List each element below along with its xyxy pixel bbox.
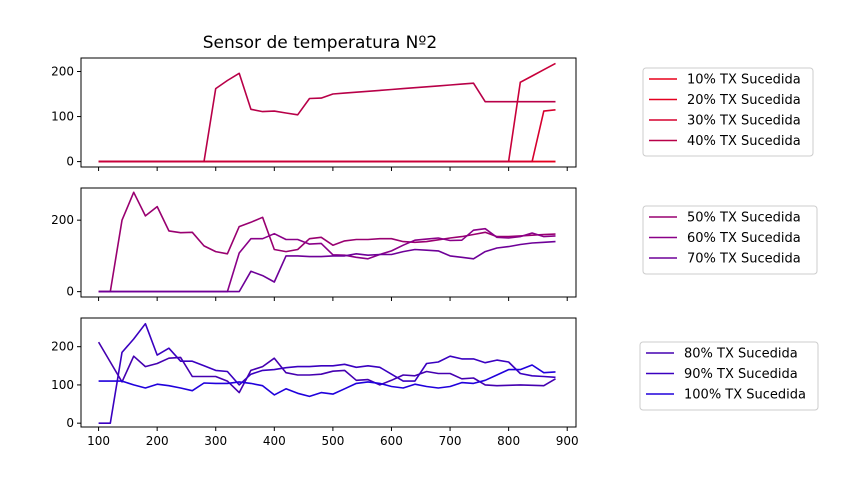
x-tick-label: 200 — [146, 434, 169, 448]
legend-label: 100% TX Sucedida — [684, 388, 806, 403]
legend-1: 10% TX Sucedida 20% TX Sucedida 30% TX Suc… — [642, 67, 814, 157]
legend-label: 30% TX Sucedida — [687, 114, 801, 129]
x-tick-label: 100 — [87, 434, 110, 448]
y-tick-label: 0 — [66, 416, 74, 430]
legend-box — [639, 341, 819, 411]
x-tick-label: 800 — [497, 434, 520, 448]
legend-label: 90% TX Sucedida — [684, 367, 798, 382]
subplot-1: 0 100 200 — [51, 57, 577, 171]
y-tick-label: 200 — [51, 213, 74, 227]
subplot-3: 0 100 200 100 200 300 400 500 600 700 800 900 — [51, 317, 579, 448]
y-tick-label: 100 — [51, 378, 74, 392]
x-tick-label: 700 — [439, 434, 462, 448]
axes-frame — [80, 57, 577, 168]
y-tick-label: 200 — [51, 340, 74, 354]
x-tick-label: 600 — [380, 434, 403, 448]
series-line-70-tx-sucedida — [98, 240, 556, 293]
legend-label: 40% TX Sucedida — [687, 134, 801, 149]
chart-title: Sensor de temperatura Nº2 — [203, 33, 437, 53]
legend-label: 50% TX Sucedida — [687, 211, 801, 226]
series-line-30-tx-sucedida — [98, 109, 556, 163]
legend-label: 70% TX Sucedida — [687, 252, 801, 267]
legend-2: 50% TX Sucedida 60% TX Sucedida 70% TX Suc… — [642, 205, 818, 275]
series-line-100-tx-sucedida — [98, 364, 556, 398]
x-tick-label: 900 — [556, 434, 579, 448]
y-tick-label: 100 — [51, 110, 74, 124]
series-line-50-tx-sucedida — [98, 191, 556, 293]
series-line-overlay — [98, 62, 556, 163]
legend-3: 80% TX Sucedida 90% TX Sucedida 100% TX Su… — [639, 341, 819, 411]
axes-frame — [80, 317, 577, 428]
x-tick-label: 400 — [263, 434, 286, 448]
legend-label: 60% TX Sucedida — [687, 231, 801, 246]
legend-label: 10% TX Sucedida — [687, 73, 801, 88]
legend-box — [642, 67, 814, 157]
legend-label: 80% TX Sucedida — [684, 347, 798, 362]
y-tick-label: 0 — [66, 155, 74, 169]
series-line-90-tx-sucedida — [98, 322, 556, 425]
series-line-40-tx-sucedida — [98, 72, 556, 163]
subplot-2: 0 200 — [51, 187, 577, 301]
axes-frame — [80, 187, 577, 298]
x-tick-label: 300 — [204, 434, 227, 448]
y-tick-label: 200 — [51, 65, 74, 79]
x-tick-label: 500 — [321, 434, 344, 448]
legend-box — [642, 205, 818, 275]
legend-label: 20% TX Sucedida — [687, 93, 801, 108]
series-line-60-tx-sucedida — [98, 227, 556, 293]
y-tick-label: 0 — [66, 285, 74, 299]
